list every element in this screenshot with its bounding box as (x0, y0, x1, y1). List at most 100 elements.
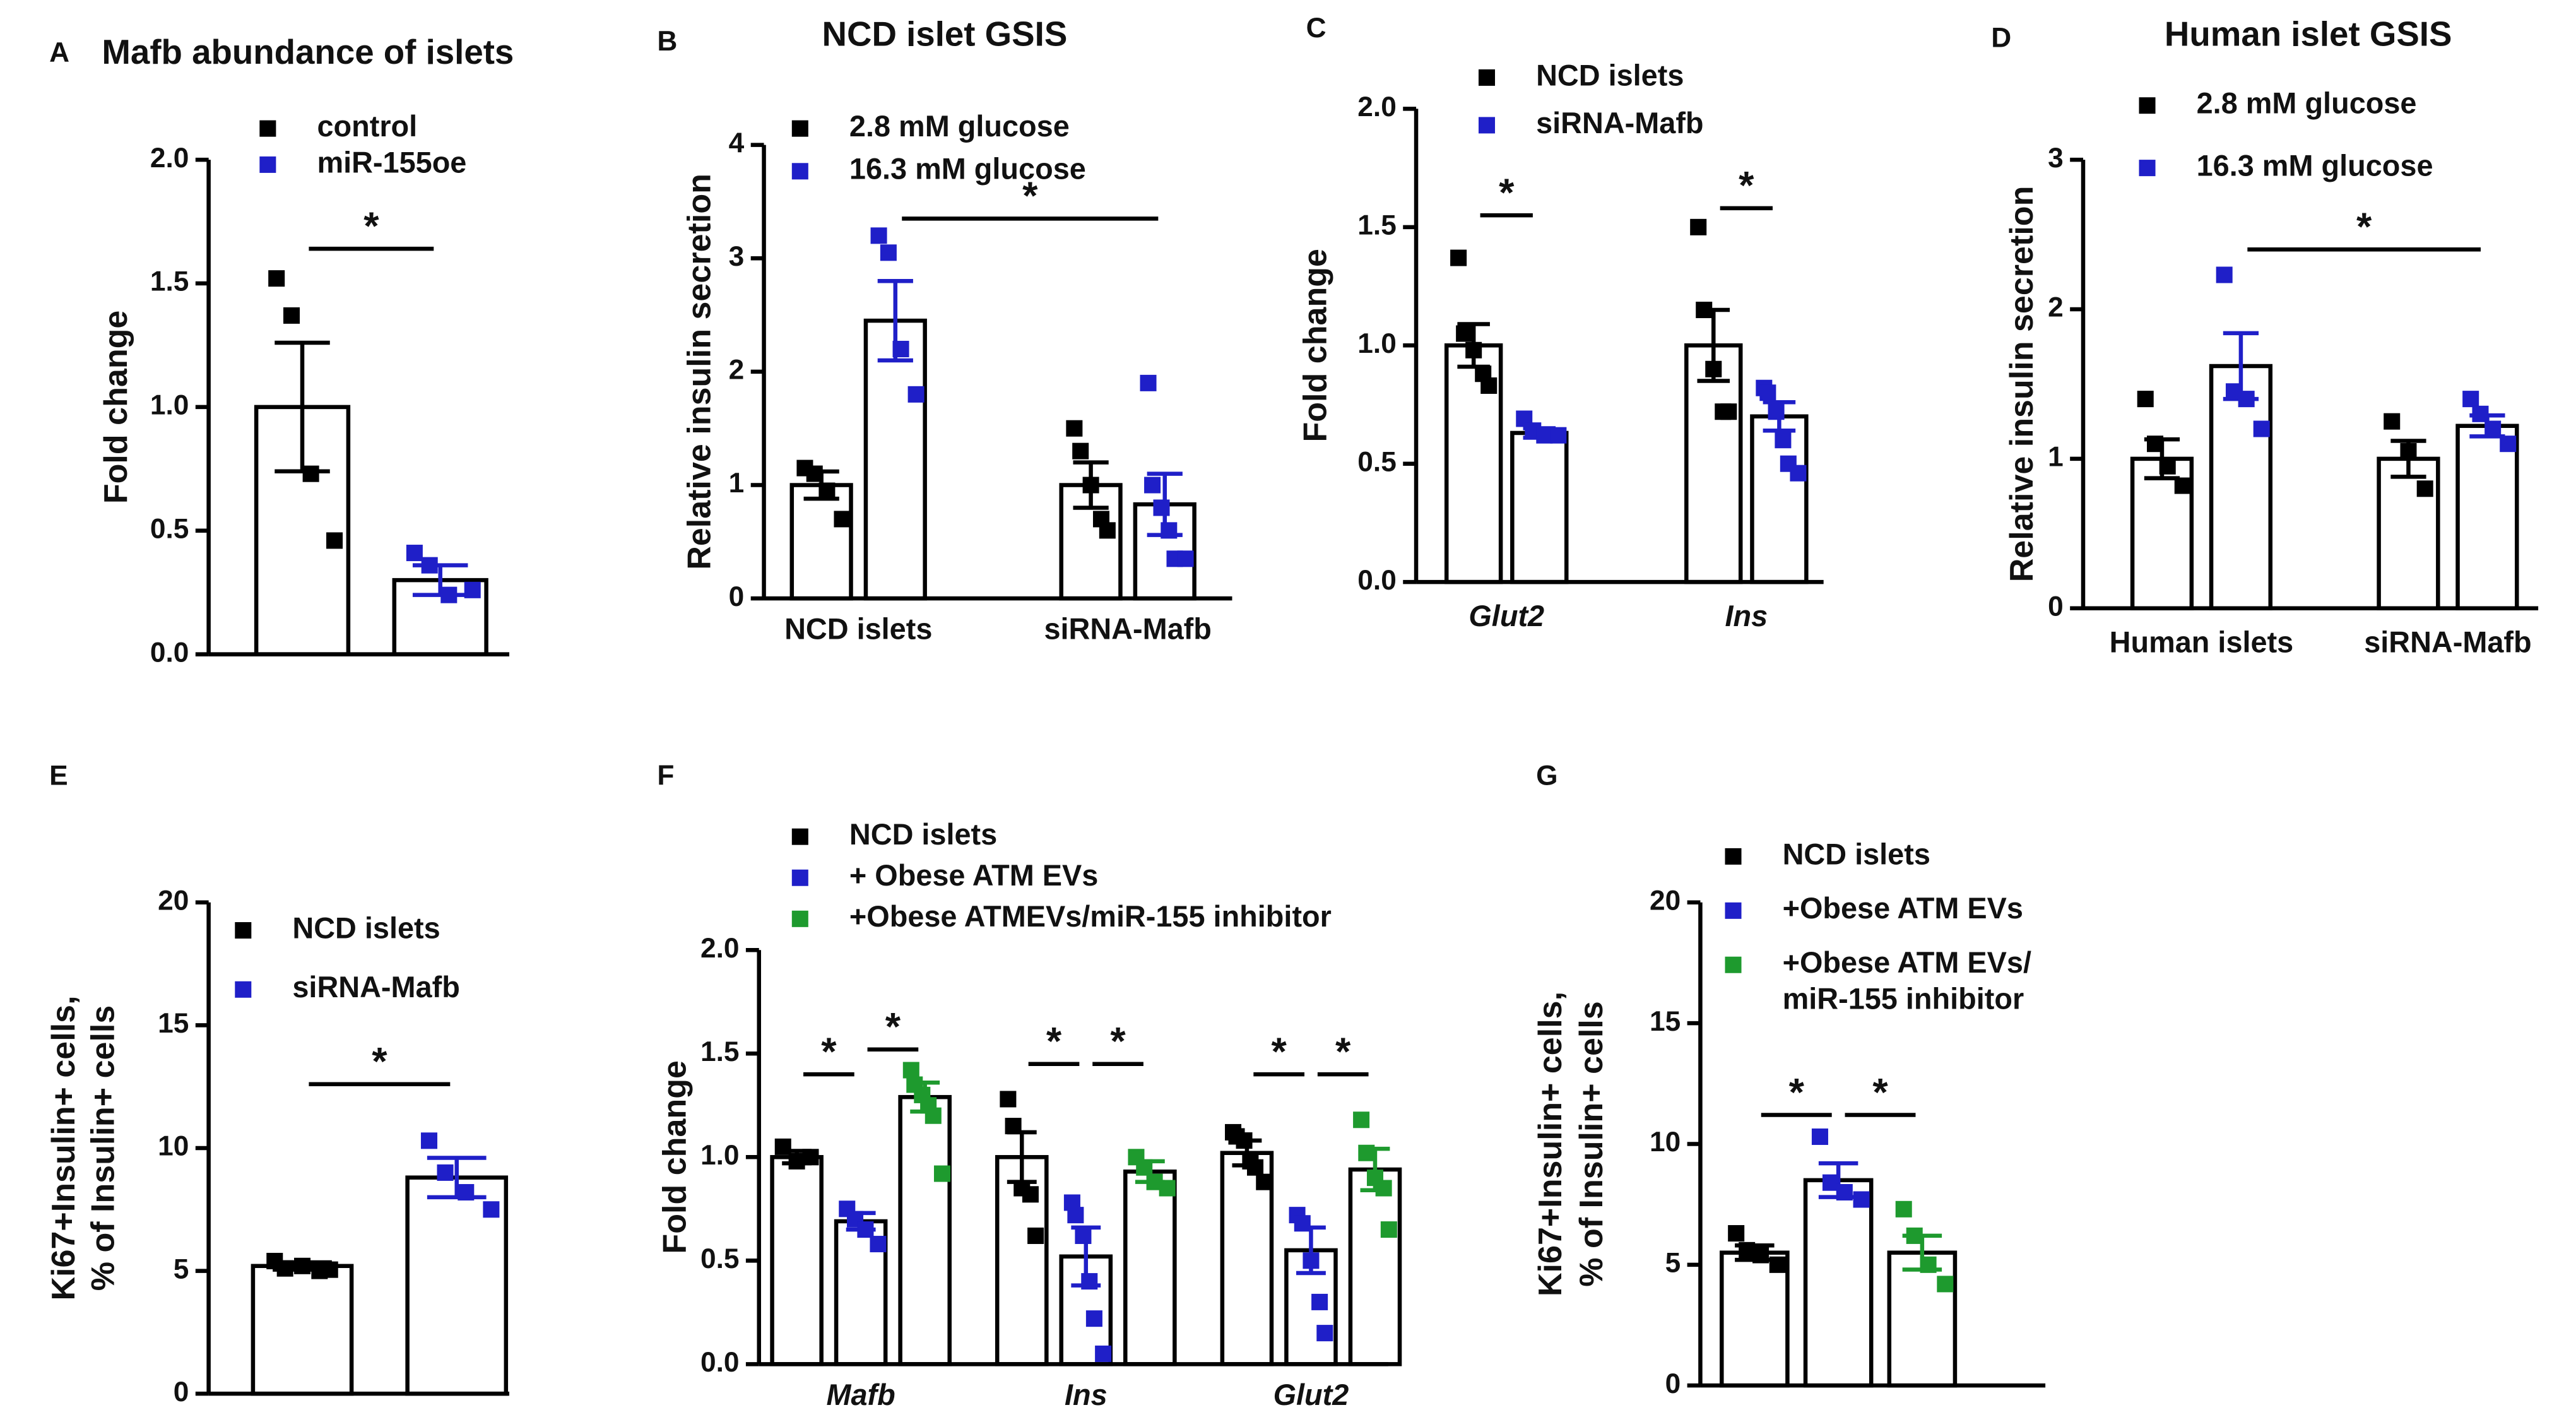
data-point (421, 557, 438, 574)
data-point (1067, 1207, 1084, 1224)
data-point (1769, 1256, 1786, 1273)
significance-label: * (821, 1029, 837, 1074)
significance-label: * (1872, 1070, 1888, 1115)
data-point (458, 1184, 475, 1201)
data-point (2147, 435, 2164, 453)
y-axis-label: % of Insulin+ cells (1573, 1001, 1610, 1287)
y-tick-label: 5 (174, 1253, 189, 1284)
bar (1348, 1167, 1402, 1366)
x-tick-label: Ins (1725, 600, 1768, 632)
y-tick-label: 1 (2048, 442, 2064, 473)
x-tick-label: NCD islets (784, 613, 932, 646)
y-tick-label: 0.0 (150, 637, 189, 668)
y-tick-label: 0.0 (1357, 565, 1397, 596)
data-point (1790, 465, 1807, 482)
data-point (933, 1165, 951, 1182)
bar (251, 1264, 354, 1396)
y-tick-label: 0.5 (1357, 446, 1397, 477)
data-point (1690, 218, 1707, 235)
data-point (1550, 427, 1567, 444)
data-point (1768, 403, 1785, 420)
data-point (2216, 266, 2233, 283)
data-point (1144, 477, 1161, 494)
data-point (2416, 480, 2433, 497)
data-point (1937, 1276, 1954, 1293)
data-point (1536, 427, 1553, 444)
chart-title: NCD islet GSIS (822, 15, 1068, 53)
y-tick-label: 1.0 (700, 1140, 740, 1171)
data-point (1075, 1227, 1092, 1244)
data-point (806, 465, 823, 482)
y-tick-label: 0.5 (150, 513, 189, 544)
y-tick-label: 20 (158, 885, 189, 916)
legend-label: 16.3 mM glucose (2197, 149, 2433, 182)
legend-swatch (791, 869, 808, 886)
significance-label: * (2356, 204, 2372, 249)
x-tick-label: Mafb (826, 1378, 895, 1411)
data-point (870, 1236, 887, 1253)
data-point (1450, 249, 1467, 266)
panel-letter: D (1991, 23, 2011, 54)
legend-label: +Obese ATMEVs/miR-155 inhibitor (849, 900, 1332, 933)
legend-swatch (2139, 160, 2156, 177)
legend-swatch (791, 828, 808, 845)
chart-title: Human islet GSIS (2165, 15, 2452, 53)
data-point (2400, 443, 2417, 460)
data-point (2159, 458, 2176, 475)
data-point (2253, 420, 2270, 437)
data-point (902, 1062, 919, 1079)
legend-label: 2.8 mM glucose (2197, 87, 2417, 120)
data-point (925, 1107, 942, 1124)
data-point (1303, 1252, 1320, 1269)
y-tick-label: 3 (729, 241, 745, 272)
legend-swatch (1478, 117, 1496, 134)
data-point (321, 1261, 338, 1278)
data-point (406, 545, 423, 562)
y-axis-label: Fold change (98, 311, 134, 504)
data-point (1247, 1159, 1264, 1176)
data-point (1027, 1227, 1044, 1244)
data-point (907, 386, 925, 403)
legend-label: siRNA-Mafb (292, 971, 459, 1004)
data-point (1456, 325, 1473, 342)
significance-label: * (885, 1005, 901, 1049)
legend-swatch (1725, 956, 1742, 973)
bar (1123, 1170, 1177, 1366)
legend-label: NCD islets (1783, 838, 1930, 870)
data-point (1236, 1132, 1253, 1149)
legend-swatch (1725, 902, 1742, 919)
y-tick-label: 1 (729, 468, 745, 499)
y-axis-label: Fold change (1297, 249, 1334, 442)
data-point (1085, 1310, 1102, 1327)
data-point (1811, 1128, 1828, 1146)
legend-label: siRNA-Mafb (1536, 107, 1703, 139)
y-tick-label: 10 (158, 1131, 189, 1162)
data-point (1465, 341, 1482, 358)
significance-label: * (1789, 1070, 1805, 1115)
x-tick-label: Human islets (2110, 625, 2294, 658)
data-point (483, 1201, 500, 1218)
legend-swatch (1478, 69, 1496, 86)
data-point (1082, 477, 1099, 494)
x-tick-label: Ins (1065, 1378, 1108, 1411)
panel-letter: G (1536, 761, 1557, 791)
legend-swatch (791, 120, 808, 137)
y-tick-label: 1.5 (1357, 210, 1397, 241)
data-point (283, 307, 300, 324)
data-point (1480, 377, 1498, 394)
legend-label: NCD islets (1536, 59, 1684, 92)
data-point (870, 227, 887, 244)
x-tick-label: Glut2 (1273, 1378, 1349, 1411)
data-point (2384, 413, 2401, 430)
data-point (774, 1138, 791, 1155)
data-point (326, 532, 343, 549)
data-point (1353, 1111, 1370, 1129)
legend-swatch (259, 156, 276, 173)
y-axis-label: Ki67+Insulin+ cells, (1532, 992, 1569, 1296)
legend-swatch (235, 922, 252, 939)
data-point (2484, 420, 2502, 437)
data-point (1775, 432, 1792, 449)
legend-label: +Obese ATM EVs (1783, 892, 2023, 925)
data-point (818, 482, 836, 499)
